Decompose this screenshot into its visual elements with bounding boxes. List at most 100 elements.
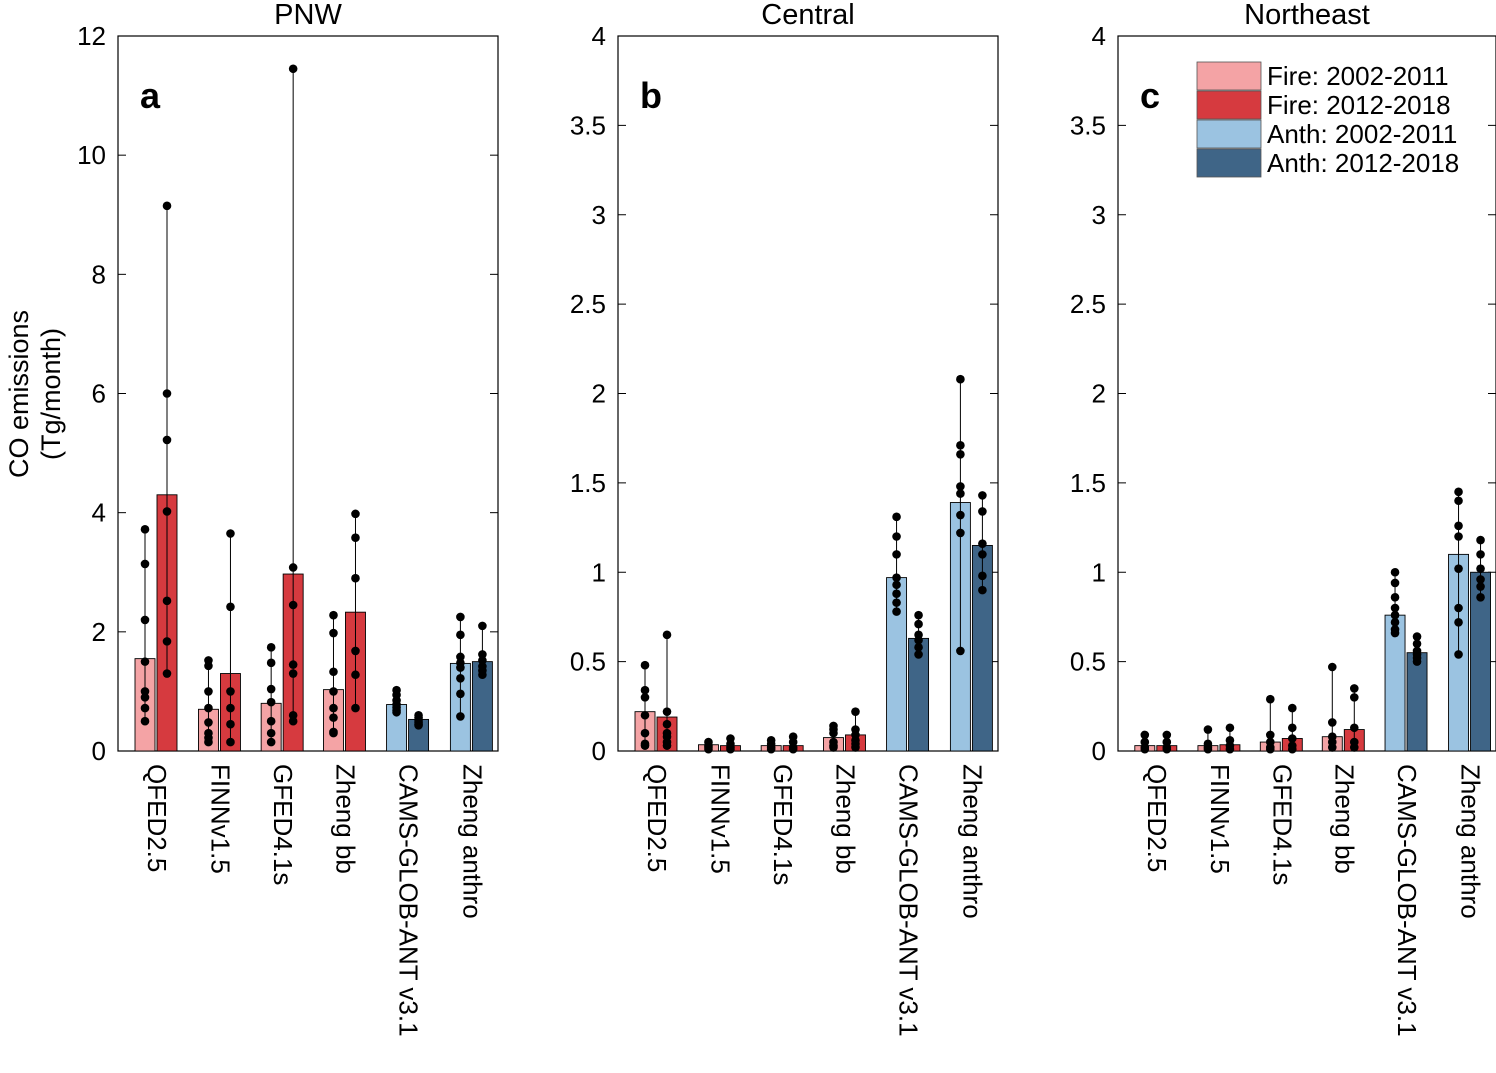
data-point: [640, 741, 650, 750]
y-tick-label: 4: [1092, 21, 1106, 51]
data-point: [914, 635, 923, 645]
category-label: Zheng bb: [830, 764, 860, 874]
data-point: [351, 573, 360, 583]
y-tick-label: 0.5: [1070, 647, 1106, 677]
data-point: [478, 650, 487, 659]
data-point: [329, 728, 338, 738]
data-point: [892, 532, 901, 541]
data-point: [1349, 743, 1359, 752]
data-point: [1412, 639, 1422, 649]
legend-label: Fire: 2012-2018: [1267, 90, 1451, 120]
data-point: [1349, 723, 1359, 733]
category-label: Zheng bb: [330, 764, 360, 874]
bar-cams-glob-ant-v3-1-1: [1406, 652, 1428, 752]
data-point: [351, 670, 360, 680]
legend-swatch: [1196, 148, 1262, 178]
category-label: CAMS-GLOB-ANT v3.1: [894, 764, 924, 1037]
data-point: [978, 571, 987, 581]
data-point: [162, 435, 172, 445]
data-point: [266, 716, 276, 726]
category-label: QFED2.5: [642, 764, 672, 872]
data-point: [351, 703, 360, 713]
data-point: [478, 656, 487, 665]
data-point: [478, 670, 487, 680]
data-point: [766, 744, 776, 754]
data-point: [140, 687, 150, 696]
data-point: [266, 728, 276, 738]
data-point: [726, 744, 735, 754]
y-axis-label-line: CO emissions: [4, 310, 34, 478]
y-axis-label: CO emissions(Tg/month): [4, 310, 66, 478]
data-point: [162, 201, 172, 211]
data-point: [204, 661, 213, 671]
panel-letter: b: [640, 75, 662, 116]
y-tick-label: 4: [592, 21, 606, 51]
data-point: [892, 598, 901, 607]
data-point: [140, 693, 150, 702]
data-point: [266, 658, 276, 668]
data-point: [226, 687, 235, 696]
data-point: [1454, 487, 1463, 497]
data-point: [956, 528, 965, 538]
y-tick-label: 2: [92, 617, 106, 647]
legend-swatch: [1196, 61, 1262, 91]
data-point: [204, 737, 213, 747]
data-point: [1140, 730, 1150, 740]
data-point: [456, 689, 465, 699]
legend-swatch: [1196, 90, 1262, 120]
data-point: [1162, 730, 1172, 740]
data-point: [1476, 592, 1485, 602]
category-label: GFED4.1s: [268, 764, 298, 885]
data-point: [226, 602, 235, 612]
y-tick-label: 2.5: [570, 289, 606, 319]
data-point: [662, 719, 672, 729]
data-point: [1390, 592, 1400, 602]
data-point: [892, 607, 901, 616]
legend-label: Anth: 2012-2018: [1267, 148, 1459, 178]
data-point: [329, 610, 338, 620]
data-point: [851, 707, 860, 716]
data-point: [956, 441, 965, 450]
data-point: [226, 737, 235, 747]
y-tick-label: 4: [92, 498, 106, 528]
data-point: [456, 630, 465, 640]
data-point: [1287, 744, 1297, 754]
data-point: [1327, 743, 1337, 752]
legend-label: Fire: 2002-2011: [1267, 61, 1449, 91]
panel-c: 0 0.5 1 1.5 2 2.5 3 3.5 4 Northeast c QFED2.5 FINNv1…: [1070, 0, 1496, 1037]
data-point: [140, 559, 150, 569]
data-point: [662, 630, 672, 640]
data-point: [956, 510, 965, 520]
y-tick-label: 0: [592, 736, 606, 766]
data-point: [788, 744, 798, 754]
data-point: [329, 687, 338, 696]
data-point: [456, 652, 465, 662]
data-point: [288, 563, 298, 572]
y-tick-label: 1: [1092, 557, 1106, 587]
data-point: [140, 525, 150, 534]
data-point: [162, 669, 172, 678]
category-label: CAMS-GLOB-ANT v3.1: [394, 764, 424, 1037]
data-point: [640, 685, 650, 695]
data-point: [978, 491, 987, 500]
data-point: [892, 589, 901, 598]
y-tick-label: 0: [1092, 736, 1106, 766]
data-point: [351, 646, 360, 656]
data-point: [162, 507, 172, 516]
data-point: [1225, 723, 1235, 733]
data-point: [226, 529, 235, 538]
data-point: [892, 550, 901, 559]
category-label: CAMS-GLOB-ANT v3.1: [1392, 764, 1422, 1037]
data-point: [1390, 618, 1400, 627]
data-point: [978, 585, 987, 595]
data-point: [1454, 521, 1463, 531]
data-point: [851, 743, 860, 752]
y-tick-label: 3.5: [570, 110, 606, 140]
data-point: [1476, 582, 1485, 591]
category-label: GFED4.1s: [768, 764, 798, 885]
y-tick-label: 2: [1092, 379, 1106, 409]
data-point: [456, 663, 465, 672]
data-point: [456, 674, 465, 683]
y-tick-label: 3: [592, 200, 606, 230]
